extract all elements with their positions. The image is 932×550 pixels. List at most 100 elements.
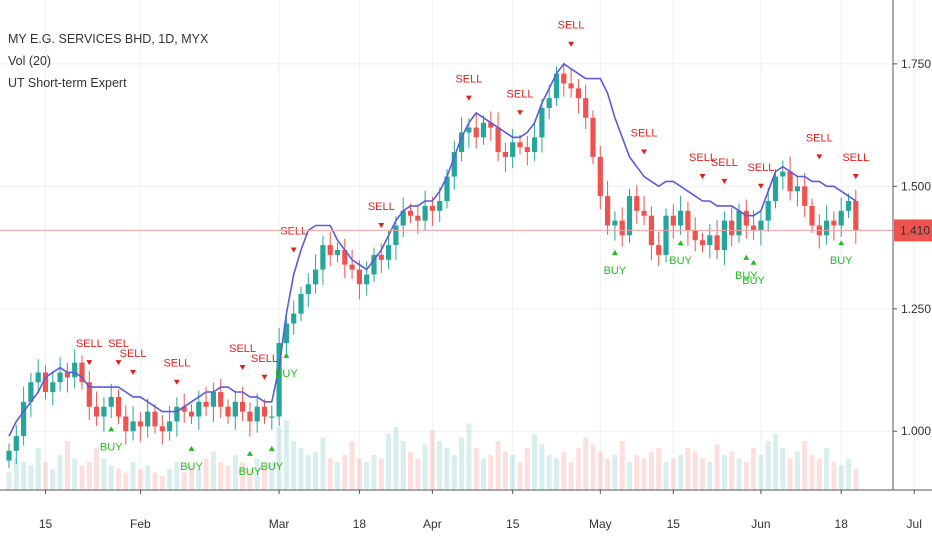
- volume-bar: [794, 451, 800, 490]
- volume-bar: [707, 462, 713, 490]
- sell-label: SELL: [368, 201, 395, 213]
- candle-body: [174, 406, 180, 422]
- candle-body: [437, 201, 443, 211]
- volume-bar: [663, 462, 669, 490]
- candle-body: [539, 107, 545, 138]
- candle-body: [152, 411, 158, 427]
- volume-bar: [218, 462, 224, 490]
- x-tick-label: 15: [667, 517, 681, 531]
- candle-body: [386, 245, 392, 260]
- volume-bar: [130, 462, 136, 490]
- volume-bar: [108, 465, 114, 490]
- candle-body: [108, 396, 114, 407]
- candle-body: [79, 362, 85, 383]
- last-price-label: 1.410: [900, 223, 930, 237]
- candle-body: [678, 210, 684, 226]
- volume-bar: [269, 462, 275, 490]
- candle-body: [232, 401, 238, 417]
- candle-body: [356, 269, 362, 285]
- volume-bar: [145, 465, 151, 490]
- candle-body: [685, 210, 691, 231]
- volume-bar: [751, 448, 757, 490]
- volume-bar: [349, 441, 355, 490]
- y-tick-label: 1.500: [901, 179, 931, 193]
- sell-arrow: [721, 178, 728, 184]
- symbol-title[interactable]: MY E.G. SERVICES BHD, 1D, MYX: [8, 32, 209, 46]
- candle-body: [546, 98, 552, 108]
- candle-body: [568, 83, 574, 89]
- volume-bar: [400, 441, 406, 490]
- volume-bar: [43, 462, 48, 490]
- buy-arrow: [750, 259, 757, 265]
- candle-body: [473, 127, 479, 138]
- candle-body: [181, 406, 187, 412]
- volume-bar: [225, 465, 231, 490]
- candle-body: [772, 176, 779, 202]
- candle-body: [305, 284, 311, 295]
- candle-body: [510, 142, 516, 157]
- sell-arrow: [757, 183, 764, 189]
- candle-body: [364, 274, 370, 285]
- x-tick-label: Feb: [130, 517, 151, 531]
- volume-bar: [444, 448, 450, 490]
- volume-bar: [152, 472, 158, 490]
- candle-body: [831, 220, 837, 226]
- x-tick-label: 18: [835, 517, 849, 531]
- volume-bar: [721, 455, 727, 490]
- volume-bar: [729, 451, 735, 490]
- volume-bar: [196, 469, 202, 490]
- volume-bar: [561, 451, 567, 490]
- volume-bar: [35, 448, 41, 490]
- buy-label: BUY: [260, 461, 283, 473]
- candle-body: [736, 210, 742, 236]
- indicator-ut-label[interactable]: UT Short-term Expert: [8, 76, 127, 90]
- candle-body: [57, 372, 63, 383]
- x-tick-label: 15: [39, 517, 53, 531]
- candle-body: [35, 372, 41, 383]
- candle-body: [261, 406, 268, 417]
- volume-bar: [575, 448, 581, 490]
- candle-body: [429, 205, 435, 211]
- buy-arrow: [283, 352, 290, 358]
- volume-bar: [167, 469, 173, 490]
- candle-body: [809, 205, 815, 226]
- volume-bar: [700, 458, 705, 490]
- volume-bar: [305, 455, 311, 490]
- candle-body: [480, 122, 487, 138]
- x-tick-label: 15: [506, 517, 520, 531]
- volume-bar: [488, 455, 494, 490]
- volume-bar: [619, 441, 625, 490]
- buy-label: BUY: [669, 255, 692, 267]
- candle-body: [240, 401, 246, 412]
- candle-body: [334, 250, 341, 255]
- candle-body: [605, 196, 611, 226]
- volume-bar: [692, 451, 698, 490]
- candle-body: [656, 245, 662, 255]
- sell-label: SELL: [689, 152, 716, 164]
- candle-body: [626, 196, 633, 236]
- candle-body: [612, 220, 618, 226]
- candle-body: [188, 411, 195, 417]
- sell-arrow: [86, 360, 93, 366]
- volume-bar: [86, 462, 92, 490]
- volume-bar: [765, 441, 771, 490]
- candle-body: [495, 127, 501, 153]
- volume-bar: [210, 451, 216, 490]
- volume-bar: [743, 462, 749, 490]
- candle-body: [400, 210, 406, 226]
- candle-body: [320, 245, 326, 270]
- volume-bar: [159, 476, 165, 490]
- x-tick-label: 18: [353, 517, 367, 531]
- sell-label: SELL: [251, 353, 278, 365]
- candle-body: [422, 205, 428, 221]
- candle-body: [459, 132, 465, 153]
- candle-body: [137, 421, 143, 427]
- buy-label: BUY: [604, 265, 627, 277]
- candle-body: [42, 372, 49, 393]
- volume-bar: [714, 444, 720, 490]
- volume-bar: [481, 458, 486, 490]
- indicator-vol-label[interactable]: Vol (20): [8, 54, 52, 68]
- volume-bar: [203, 458, 209, 490]
- sell-label: SELL: [280, 225, 307, 237]
